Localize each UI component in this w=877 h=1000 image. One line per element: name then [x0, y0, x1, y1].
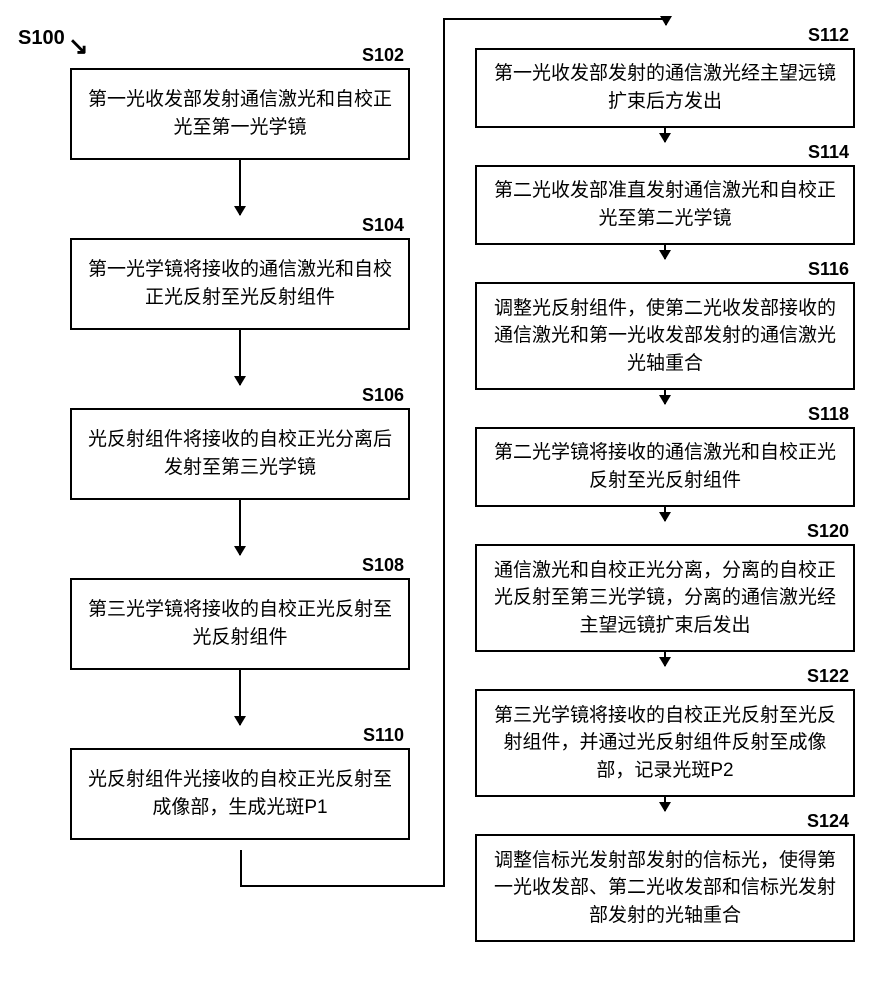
flowchart-container: S100 ↘ S102第一光收发部发射通信激光和自校正光至第一光学镜S104第一…	[10, 10, 867, 990]
step-wrapper-s110: S110光反射组件光接收的自校正光反射至成像部，生成光斑P1	[70, 725, 410, 840]
step-label: S106	[70, 385, 410, 406]
connector	[239, 670, 241, 725]
step-label: S104	[70, 215, 410, 236]
step-block-s116: 调整光反射组件，使第二光收发部接收的通信激光和第一光收发部发射的通信激光光轴重合	[475, 282, 855, 390]
connector	[664, 652, 666, 666]
step-wrapper-s112: S112第一光收发部发射的通信激光经主望远镜扩束后方发出	[475, 25, 855, 128]
step-block-s108: 第三光学镜将接收的自校正光反射至光反射组件	[70, 578, 410, 670]
step-block-s122: 第三光学镜将接收的自校正光反射至光反射组件，并通过光反射组件反射至成像部，记录光…	[475, 689, 855, 797]
connector	[664, 128, 666, 142]
step-block-s106: 光反射组件将接收的自校正光分离后发射至第三光学镜	[70, 408, 410, 500]
step-label: S122	[475, 666, 855, 687]
step-block-s124: 调整信标光发射部发射的信标光，使得第一光收发部、第二光收发部和信标光发射部发射的…	[475, 834, 855, 942]
step-wrapper-s106: S106光反射组件将接收的自校正光分离后发射至第三光学镜	[70, 385, 410, 500]
left-column: S102第一光收发部发射通信激光和自校正光至第一光学镜 S104第一光学镜将接收的…	[70, 45, 410, 840]
connector	[239, 160, 241, 215]
connector	[239, 500, 241, 555]
step-block-s112: 第一光收发部发射的通信激光经主望远镜扩束后方发出	[475, 48, 855, 128]
step-label: S124	[475, 811, 855, 832]
step-wrapper-s116: S116调整光反射组件，使第二光收发部接收的通信激光和第一光收发部发射的通信激光…	[475, 259, 855, 390]
step-label: S110	[70, 725, 410, 746]
step-block-s118: 第二光学镜将接收的通信激光和自校正光反射至光反射组件	[475, 427, 855, 507]
step-block-s120: 通信激光和自校正光分离，分离的自校正光反射至第三光学镜，分离的通信激光经主望远镜…	[475, 544, 855, 652]
step-wrapper-s102: S102第一光收发部发射通信激光和自校正光至第一光学镜	[70, 45, 410, 160]
step-label: S102	[70, 45, 410, 66]
step-label: S116	[475, 259, 855, 280]
step-wrapper-s114: S114第二光收发部准直发射通信激光和自校正光至第二光学镜	[475, 142, 855, 245]
step-block-s110: 光反射组件光接收的自校正光反射至成像部，生成光斑P1	[70, 748, 410, 840]
connector	[664, 245, 666, 259]
connector	[664, 797, 666, 811]
step-block-s102: 第一光收发部发射通信激光和自校正光至第一光学镜	[70, 68, 410, 160]
step-label: S108	[70, 555, 410, 576]
step-wrapper-s118: S118第二光学镜将接收的通信激光和自校正光反射至光反射组件	[475, 404, 855, 507]
step-block-s114: 第二光收发部准直发射通信激光和自校正光至第二光学镜	[475, 165, 855, 245]
cross-v2	[443, 18, 445, 887]
step-wrapper-s108: S108第三光学镜将接收的自校正光反射至光反射组件	[70, 555, 410, 670]
step-label: S118	[475, 404, 855, 425]
connector	[239, 330, 241, 385]
step-label: S114	[475, 142, 855, 163]
step-wrapper-s120: S120通信激光和自校正光分离，分离的自校正光反射至第三光学镜，分离的通信激光经…	[475, 521, 855, 652]
step-label: S120	[475, 521, 855, 542]
connector	[664, 390, 666, 404]
start-label-text: S100	[18, 27, 65, 49]
right-column: S112第一光收发部发射的通信激光经主望远镜扩束后方发出 S114第二光收发部准直…	[475, 25, 855, 942]
step-wrapper-s124: S124调整信标光发射部发射的信标光，使得第一光收发部、第二光收发部和信标光发射…	[475, 811, 855, 942]
step-wrapper-s104: S104第一光学镜将接收的通信激光和自校正光反射至光反射组件	[70, 215, 410, 330]
connector	[664, 507, 666, 521]
cross-v1	[240, 850, 242, 885]
cross-h2	[443, 18, 668, 20]
step-block-s104: 第一光学镜将接收的通信激光和自校正光反射至光反射组件	[70, 238, 410, 330]
cross-v3	[665, 18, 667, 25]
step-label: S112	[475, 25, 855, 46]
step-wrapper-s122: S122第三光学镜将接收的自校正光反射至光反射组件，并通过光反射组件反射至成像部…	[475, 666, 855, 797]
cross-h1	[240, 885, 445, 887]
